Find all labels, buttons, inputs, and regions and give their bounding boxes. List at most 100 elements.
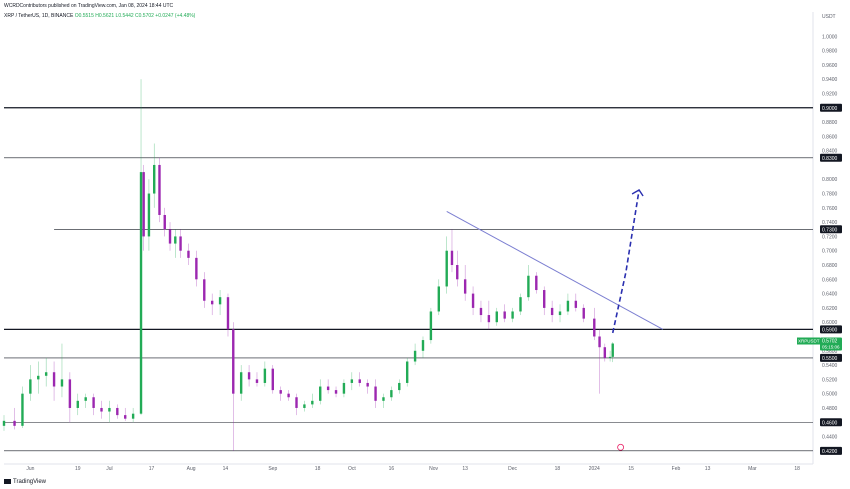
- time-tick-label: 18: [555, 466, 561, 472]
- candle-body: [116, 407, 119, 416]
- time-tick-label: Dec: [508, 466, 517, 472]
- candle-body: [226, 297, 230, 330]
- time-tick-label: Jun: [26, 466, 34, 472]
- candle-body: [366, 382, 369, 387]
- projection-arrowhead-icon: [631, 189, 644, 197]
- candle-body: [543, 290, 546, 308]
- tradingview-logo-icon: [4, 479, 11, 484]
- candle-body: [287, 393, 290, 398]
- time-tick-label: Aug: [187, 466, 196, 472]
- candle-body: [390, 390, 393, 398]
- level-price-label: 0.4600: [822, 420, 838, 426]
- candle-body: [279, 390, 282, 394]
- candle-body: [263, 368, 267, 383]
- candle-body: [374, 386, 377, 401]
- candle-body: [174, 236, 177, 244]
- price-tick-label: 0.8400: [822, 149, 838, 155]
- candle-body: [456, 265, 459, 280]
- candle-body: [608, 356, 612, 358]
- candle-body: [37, 375, 40, 380]
- candle-body: [479, 307, 483, 316]
- candle-body: [593, 318, 596, 337]
- time-tick-label: 13: [462, 466, 468, 472]
- price-tick-label: 0.7400: [822, 220, 838, 226]
- level-price-label: 0.8300: [822, 156, 838, 162]
- candle-body: [398, 382, 401, 391]
- time-tick-label: Feb: [672, 466, 681, 472]
- price-axis-unit: USDT: [822, 14, 836, 20]
- candle-body: [535, 275, 538, 291]
- time-tick-label: Jul: [106, 466, 112, 472]
- candle-body: [603, 347, 607, 358]
- level-price-label: 0.4200: [822, 449, 838, 455]
- price-tick-label: 0.7800: [822, 192, 838, 198]
- price-tick-label: 0.5200: [822, 377, 838, 383]
- candle-body: [334, 390, 338, 394]
- candle-body: [210, 300, 214, 305]
- candle-body: [342, 382, 346, 394]
- candle-body: [124, 415, 127, 419]
- candle-body: [311, 400, 314, 405]
- price-tick-label: 0.7600: [822, 206, 838, 212]
- tradingview-brand: TradingView: [4, 479, 46, 485]
- candle-body: [195, 257, 198, 280]
- candle-body: [84, 397, 87, 401]
- candle-body: [437, 286, 441, 312]
- level-price-label: 0.7300: [822, 227, 838, 233]
- time-tick-label: 2024: [589, 466, 600, 472]
- price-tick-label: 0.6400: [822, 292, 838, 298]
- candle-body: [179, 236, 182, 251]
- candle-body: [108, 407, 111, 412]
- time-tick-label: 19: [75, 466, 81, 472]
- candle-body: [303, 404, 306, 408]
- candle-body: [142, 172, 145, 237]
- price-tick-label: 0.5400: [822, 363, 838, 369]
- time-tick-label: 13: [705, 466, 711, 472]
- level-price-tag: [820, 418, 842, 427]
- symbol-price-tag: [797, 337, 820, 345]
- circle-marker-icon: [617, 443, 625, 451]
- time-tick-label: 16: [389, 466, 395, 472]
- candle-body: [487, 315, 491, 323]
- candle-body: [519, 297, 522, 312]
- candle-body: [247, 372, 251, 380]
- price-tick-label: 0.5000: [822, 392, 838, 398]
- price-tick-label: 0.6000: [822, 320, 838, 326]
- ohlc-readout: O0.5515 H0.5621 L0.5442 C0.5702 +0.0247 …: [74, 13, 196, 19]
- level-price-tag: [820, 225, 842, 234]
- price-tick-label: 0.4400: [822, 435, 838, 441]
- candle-body: [271, 368, 274, 391]
- candle-body: [29, 379, 32, 394]
- candle-body: [92, 397, 95, 408]
- price-tick-label: 0.7200: [822, 234, 838, 240]
- candle-body: [139, 172, 143, 414]
- candle-body: [358, 379, 361, 383]
- price-tick-label: 0.9400: [822, 77, 838, 83]
- candle-body: [21, 393, 24, 426]
- candle-body: [239, 372, 243, 394]
- candle-body: [76, 400, 79, 408]
- price-tick-label: 0.8800: [822, 120, 838, 126]
- brand-label: TradingView: [13, 479, 47, 486]
- candle-body: [511, 311, 514, 319]
- time-tick-label: 17: [149, 466, 155, 472]
- candle-body: [68, 379, 72, 408]
- level-price-tag: [820, 153, 842, 162]
- time-tick-label: Sep: [268, 466, 277, 472]
- level-price-tag: [820, 103, 842, 112]
- candle-body: [100, 407, 103, 412]
- candle-body: [218, 297, 222, 305]
- current-price-label: 0.5702: [822, 338, 838, 344]
- time-tick-label: Mar: [748, 466, 757, 472]
- time-tick-label: Nov: [429, 466, 438, 472]
- time-tick-label: Oct: [348, 466, 356, 472]
- candle-body: [421, 340, 425, 351]
- level-price-label: 0.9000: [822, 106, 838, 112]
- candle-body: [598, 336, 601, 348]
- level-price-tag: [820, 353, 842, 362]
- candle-body: [382, 397, 385, 401]
- candle-body: [168, 229, 172, 244]
- projection-path: [611, 189, 640, 334]
- candle-body: [574, 300, 578, 308]
